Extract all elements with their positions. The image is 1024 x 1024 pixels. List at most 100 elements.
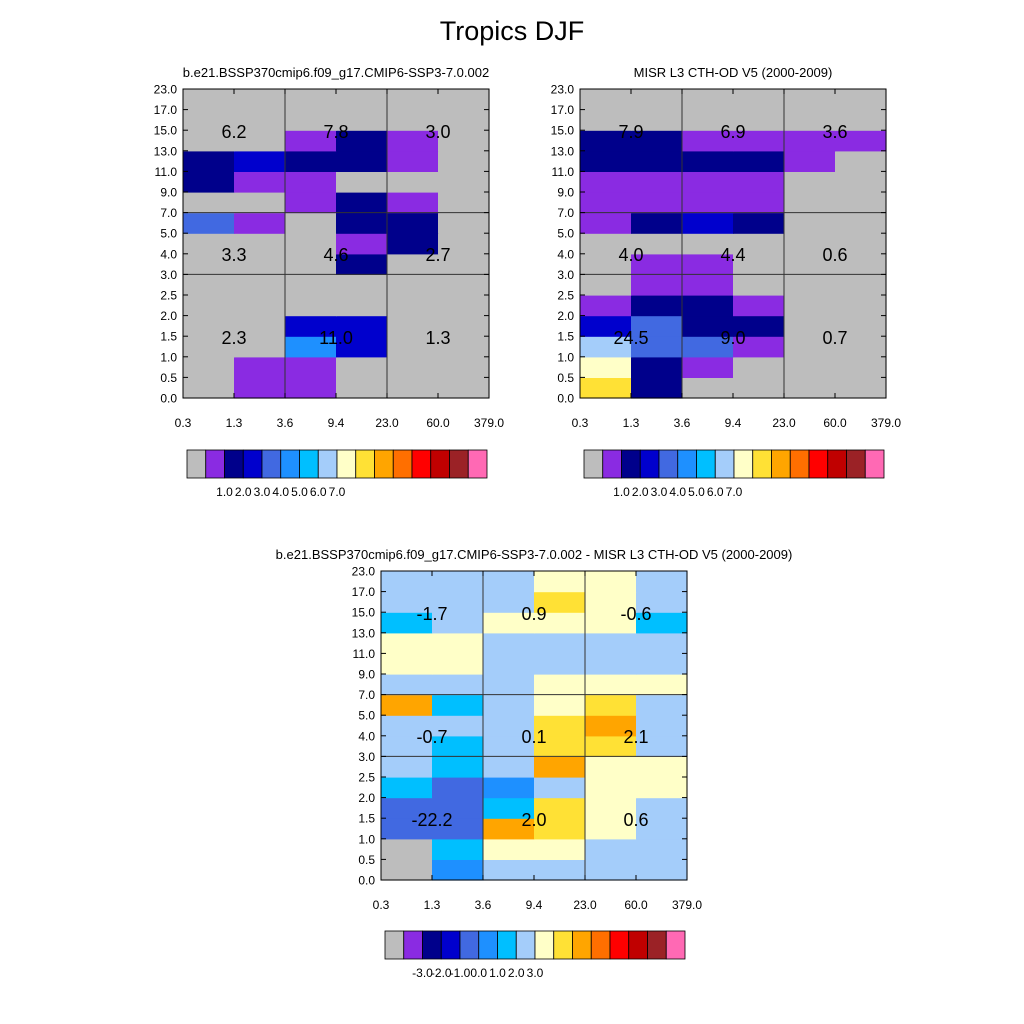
heatmap-cell (285, 89, 337, 111)
box-value-label: 11.0 (319, 328, 353, 348)
heatmap-cell (682, 315, 734, 337)
colorbar-label: 1.0 (216, 485, 233, 499)
heatmap-cell (483, 777, 535, 799)
heatmap-cell (835, 377, 887, 399)
heatmap-cell (381, 797, 433, 819)
heatmap-cell (631, 150, 683, 172)
y-tick-label: 2.0 (358, 791, 375, 805)
heatmap-cell (784, 89, 836, 111)
heatmap-cell (835, 192, 887, 214)
box-value-label: 0.6 (623, 810, 648, 830)
colorbar-label: 6.0 (707, 485, 724, 499)
x-tick-label: 9.4 (328, 416, 345, 430)
y-tick-label: 9.0 (160, 186, 177, 200)
colorbar-swatch (553, 930, 573, 960)
heatmap-cell (631, 89, 683, 111)
box-value-label: 9.0 (720, 328, 745, 348)
box-value-label: -1.7 (416, 604, 447, 624)
box-value-label: 2.1 (623, 727, 648, 747)
heatmap-cell (784, 130, 836, 152)
heatmap-cell (381, 859, 433, 881)
colorbar-swatch (280, 449, 300, 479)
heatmap-cell (631, 315, 683, 337)
heatmap-cell (285, 274, 337, 296)
heatmap-cell (636, 797, 688, 819)
heatmap-cell (682, 130, 734, 152)
heatmap-cell (733, 192, 785, 214)
heatmap-cell (636, 591, 688, 613)
colorbar-swatch (621, 449, 641, 479)
heatmap-cell (483, 859, 535, 881)
colorbar-swatch (299, 449, 319, 479)
heatmap-cell (733, 150, 785, 172)
colorbar-label: 2.0 (235, 485, 252, 499)
heatmap-cell (336, 356, 388, 378)
box-value-label: 7.9 (618, 122, 643, 142)
heatmap-cell (835, 336, 887, 358)
colorbar-swatch (583, 449, 604, 479)
heatmap-cell (381, 756, 433, 778)
heatmap-cell (183, 212, 235, 234)
heatmap-cell (285, 356, 337, 378)
heatmap-cell (585, 591, 637, 613)
heatmap-cell (183, 109, 235, 131)
heatmap-cell (483, 653, 535, 675)
heatmap-cell (534, 632, 586, 654)
heatmap-cell (784, 336, 836, 358)
box-value-label: -22.2 (411, 810, 452, 830)
heatmap-cell (438, 336, 490, 358)
colorbar-swatch (430, 449, 450, 479)
y-tick-label: 13.0 (551, 144, 575, 158)
heatmap-cell (381, 818, 433, 840)
heatmap-cell (682, 295, 734, 317)
heatmap-cell (387, 356, 439, 378)
colorbar-swatch (677, 449, 697, 479)
heatmap-cell (381, 838, 433, 860)
heatmap-cell (336, 192, 388, 214)
x-tick-label: 23.0 (573, 898, 597, 912)
heatmap-cell (483, 838, 535, 860)
colorbar-swatch (534, 930, 555, 960)
heatmap-cell (682, 89, 734, 111)
colorbar-swatch (186, 449, 207, 479)
y-tick-label: 23.0 (352, 565, 376, 579)
y-tick-label: 2.0 (557, 309, 574, 323)
colorbar-label: 1.0 (613, 485, 630, 499)
y-tick-label: 1.5 (358, 812, 375, 826)
heatmap-cell (636, 632, 688, 654)
heatmap-cell (580, 253, 632, 275)
heatmap-cell (285, 109, 337, 131)
y-tick-label: 11.0 (155, 165, 178, 179)
heatmap-cell (387, 150, 439, 172)
heatmap-cell (387, 315, 439, 337)
heatmap-cell (682, 377, 734, 399)
heatmap-cell (387, 295, 439, 317)
colorbar-label: 4.0 (669, 485, 686, 499)
heatmap-cell (336, 336, 388, 358)
box-value-label: 1.3 (425, 328, 450, 348)
panel-title: b.e21.BSSP370cmip6.f09_g17.CMIP6-SSP3-7.… (276, 547, 793, 562)
y-tick-label: 1.0 (557, 350, 574, 364)
heatmap-cell (682, 212, 734, 234)
colorbar-swatch (827, 449, 847, 479)
heatmap-cell (234, 274, 286, 296)
x-tick-label: 9.4 (725, 416, 742, 430)
panel-title: b.e21.BSSP370cmip6.f09_g17.CMIP6-SSP3-7.… (183, 65, 489, 80)
y-tick-label: 0.0 (160, 392, 177, 406)
heatmap-cell (234, 150, 286, 172)
colorbar-swatch (602, 449, 622, 479)
heatmap-cell (534, 612, 586, 634)
box-value-label: 7.8 (323, 122, 348, 142)
colorbar-swatch (224, 449, 244, 479)
y-tick-label: 3.0 (557, 268, 574, 282)
heatmap-cell (580, 89, 632, 111)
heatmap-cell (234, 89, 286, 111)
heatmap-cell (784, 253, 836, 275)
box-value-label: 6.2 (221, 122, 246, 142)
colorbar-label: 6.0 (310, 485, 327, 499)
heatmap-cell (387, 212, 439, 234)
heatmap-cell (636, 571, 688, 593)
heatmap-cell (784, 274, 836, 296)
heatmap-cell (580, 130, 632, 152)
heatmap-cell (483, 756, 535, 778)
